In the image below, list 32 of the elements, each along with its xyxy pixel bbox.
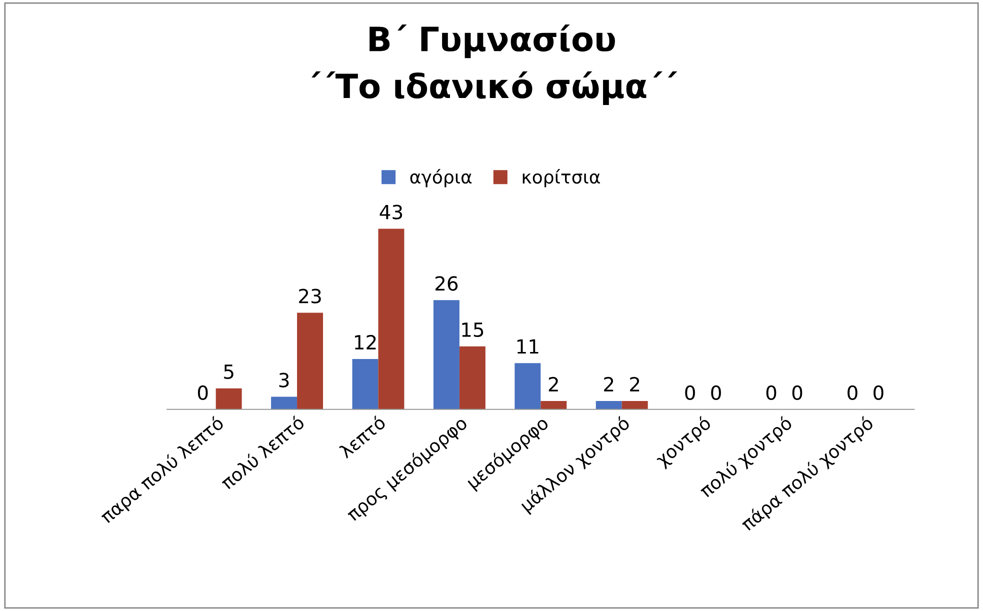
data-label: 2: [630, 376, 640, 392]
data-label: 0: [874, 385, 884, 400]
bar: [297, 312, 324, 410]
bar: [622, 400, 648, 410]
data-label: 0: [711, 385, 721, 400]
data-label: 12: [355, 334, 376, 350]
bar: [433, 300, 460, 410]
legend-label: αγόρια: [410, 169, 472, 188]
data-label: 26: [436, 276, 458, 291]
data-label: 0: [848, 385, 858, 400]
data-label: 15: [462, 322, 484, 338]
data-label: 2: [548, 376, 558, 392]
bar: [514, 363, 541, 410]
bar: [459, 346, 486, 410]
data-label: 0: [198, 385, 208, 400]
data-label: 0: [766, 385, 776, 400]
data-label: 3: [279, 372, 289, 388]
bar: [596, 400, 622, 410]
data-label: 2: [604, 376, 614, 392]
bar: [540, 400, 567, 410]
bar: [352, 358, 378, 410]
chart-title: Β΄ Γυμνασίου ΄΄Το ιδανικό σώμα΄΄: [312, 24, 678, 106]
data-label: 5: [224, 364, 234, 380]
data-label: 43: [380, 204, 402, 220]
bar: [216, 388, 242, 410]
bar: [271, 396, 298, 410]
data-label: 23: [299, 288, 321, 304]
data-label: 0: [792, 385, 802, 400]
data-label: 0: [685, 385, 695, 400]
bar: [378, 228, 404, 410]
data-label: 11: [517, 339, 538, 354]
legend-label: κορίτσια: [522, 169, 600, 188]
